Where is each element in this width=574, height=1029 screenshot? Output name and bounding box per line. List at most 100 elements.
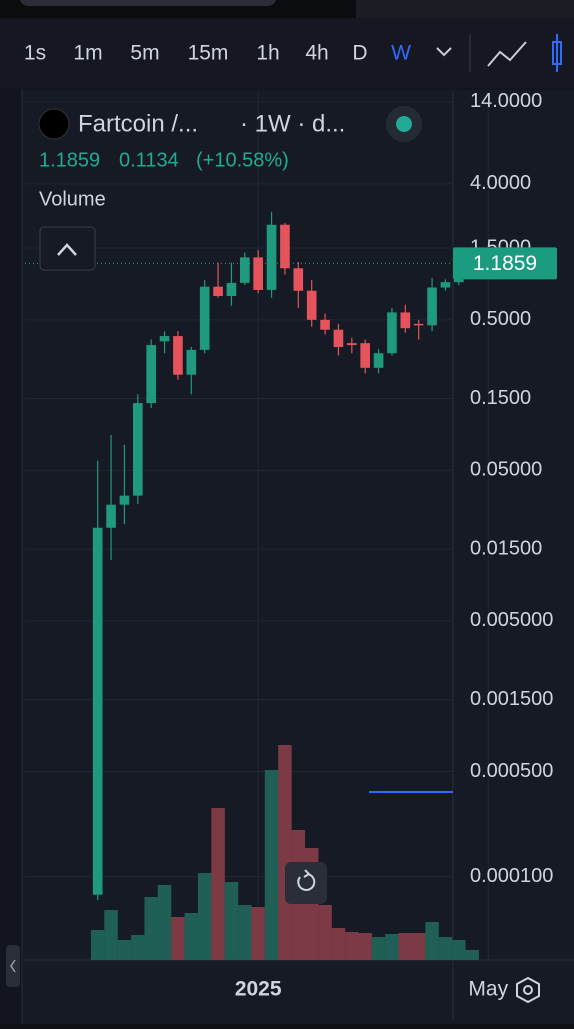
side-toggle-icon	[10, 959, 16, 973]
volume-bar	[131, 935, 145, 960]
collapse-icon	[57, 243, 77, 256]
candle-body	[400, 312, 411, 329]
interval-exchange: · 1W · d...	[240, 110, 345, 137]
volume-bar	[157, 885, 172, 960]
candle-body	[119, 495, 130, 505]
candle-body	[427, 287, 437, 326]
candle-body	[199, 286, 210, 350]
y-tick-label: 0.001500	[470, 688, 553, 710]
volume-bar	[104, 910, 118, 960]
y-tick-label: 0.005000	[470, 609, 553, 631]
candle-body	[92, 527, 103, 895]
reset-icon	[297, 873, 316, 891]
volume-bar	[425, 922, 439, 960]
axis-layer: 14.00004.00001.50000.50000.15000.050000.…	[235, 90, 557, 1001]
candle-body	[239, 257, 250, 283]
interval-button[interactable]: 4h	[305, 42, 328, 65]
interval-button[interactable]: D	[352, 42, 367, 65]
volume-bar	[144, 897, 158, 960]
candle-body	[186, 349, 197, 375]
volume-bar	[438, 937, 453, 960]
legend-change-pct: (+10.58%)	[196, 149, 289, 171]
candle-body	[253, 257, 264, 290]
volume-bar	[411, 933, 426, 960]
volume-bar	[331, 928, 346, 960]
x-tick-label: May	[468, 978, 508, 1001]
settings-icon	[523, 985, 533, 995]
volume-bar	[197, 873, 212, 960]
legend-price: 1.1859	[39, 149, 100, 171]
y-tick-label: 0.1500	[470, 387, 531, 409]
interval-button[interactable]: 1m	[73, 42, 102, 65]
volume-bar	[398, 933, 413, 960]
candle-body	[373, 353, 384, 368]
volume-bar	[358, 933, 372, 960]
volume-bar	[211, 808, 225, 960]
x-tick-label: 2025	[235, 978, 282, 1001]
y-tick-label: 0.5000	[470, 308, 531, 330]
candle-body	[159, 336, 170, 342]
drawing-tool-icon[interactable]	[487, 41, 527, 67]
candle-body	[360, 343, 371, 368]
symbol-name[interactable]: Fartcoin /...	[78, 110, 198, 137]
reset-button[interactable]	[285, 862, 327, 904]
status-dot	[396, 116, 412, 132]
volume-legend: Volume	[39, 188, 106, 210]
candle-body	[226, 282, 237, 296]
volume-bar	[465, 950, 479, 960]
y-tick-label: 4.0000	[470, 172, 531, 194]
price-tag-label: 1.1859	[473, 252, 537, 275]
candle-body	[387, 312, 397, 354]
volume-bar	[264, 770, 279, 960]
interval-dropdown[interactable]	[436, 47, 452, 57]
volume-bar	[238, 905, 252, 960]
volume-bar	[385, 934, 399, 960]
y-tick-label: 0.000100	[470, 865, 553, 887]
candle-body	[213, 286, 223, 296]
settings-button[interactable]	[516, 976, 540, 1004]
side-toggle[interactable]	[6, 945, 20, 987]
candle-body	[280, 224, 290, 269]
reset-icon-arrow	[303, 869, 311, 878]
candle-body	[333, 329, 344, 348]
volume-bar	[345, 932, 359, 960]
left-rail	[0, 90, 22, 1024]
y-tick-label: 0.000500	[470, 760, 553, 782]
volume-bar	[251, 907, 265, 960]
candle-body	[106, 504, 116, 528]
candle-body	[440, 282, 451, 288]
y-tick-label: 0.05000	[470, 459, 542, 481]
interval-group: 1s 1m 5m 15m 1h 4h D W	[24, 42, 411, 65]
interval-button[interactable]: 1h	[256, 42, 279, 65]
interval-button[interactable]: 1s	[24, 42, 46, 65]
volume-bar	[371, 937, 386, 960]
price-tag	[453, 247, 557, 280]
volume-bar	[184, 913, 199, 960]
interval-button[interactable]: 5m	[130, 42, 159, 65]
candle-body	[146, 345, 157, 404]
interval-button[interactable]: 15m	[188, 42, 229, 65]
candle-body	[173, 336, 183, 375]
volume-bar	[318, 905, 332, 960]
candle-body	[413, 323, 424, 326]
symbol-logo	[38, 108, 70, 140]
candle-body	[320, 319, 330, 330]
search-box[interactable]	[20, 0, 276, 6]
candle-body	[266, 224, 277, 290]
candle-body	[293, 268, 304, 291]
volume-bar	[278, 745, 292, 960]
y-tick-label: 0.01500	[470, 537, 542, 559]
volume-bar	[90, 930, 105, 960]
candle-body	[132, 403, 143, 496]
candle-body	[346, 343, 357, 346]
legend-change: 0.1134	[119, 149, 179, 171]
chart-type-icon[interactable]	[552, 34, 562, 72]
volume-bar	[171, 917, 185, 960]
volume-bar	[224, 882, 239, 960]
top-panel	[356, 0, 574, 18]
toolbar	[0, 18, 574, 88]
y-tick-label: 14.0000	[470, 90, 542, 112]
interval-button[interactable]: W	[391, 42, 411, 65]
collapse-button[interactable]	[39, 226, 96, 271]
